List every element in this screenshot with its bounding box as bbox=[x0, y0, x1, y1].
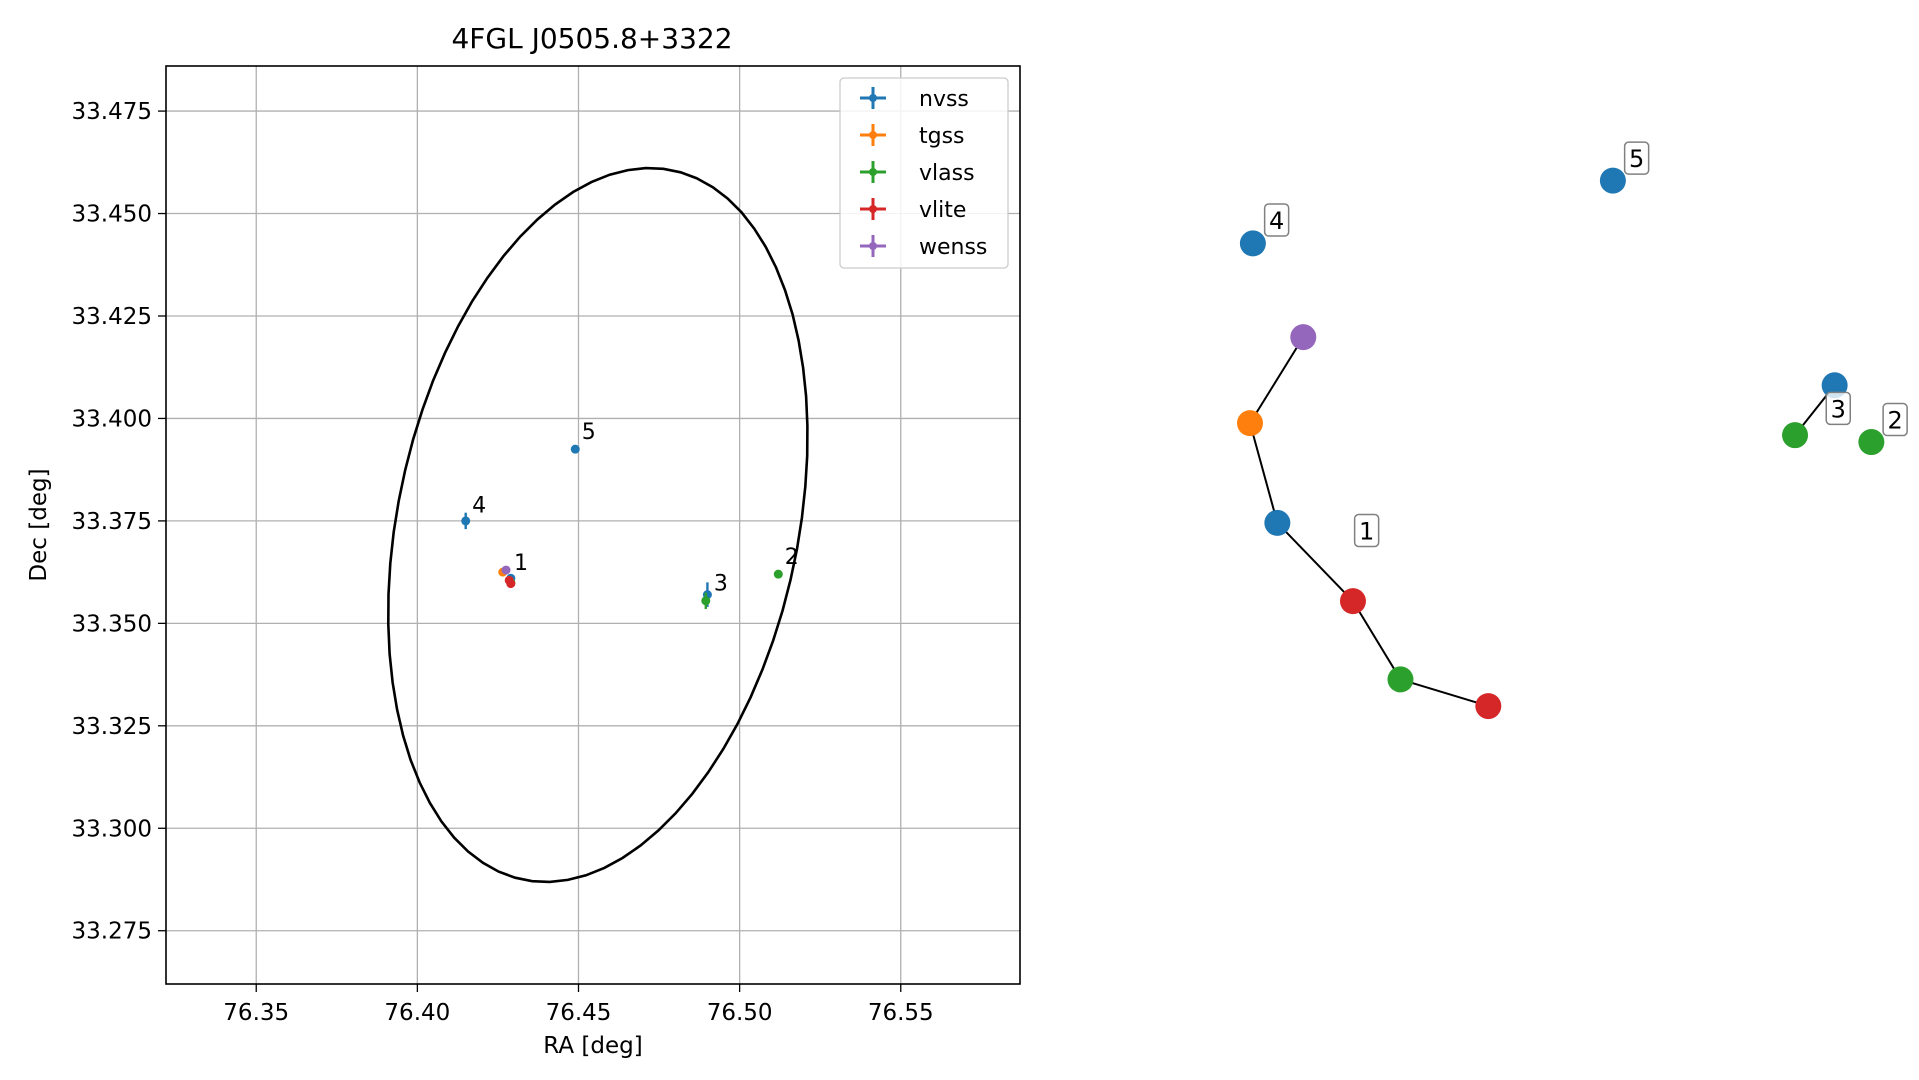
y-tick-label: 33.375 bbox=[72, 509, 152, 535]
point-annotation: 4 bbox=[472, 494, 486, 519]
legend-marker-dot bbox=[869, 205, 877, 213]
graph-edge bbox=[1249, 336, 1305, 424]
graph-labels: 5 4 1 3 2 bbox=[1263, 141, 1908, 548]
data-point-vlass bbox=[701, 592, 711, 610]
point-annotation: 1 bbox=[514, 551, 528, 576]
graph-node bbox=[1858, 429, 1885, 456]
legend-label: vlite bbox=[919, 198, 966, 223]
graph-label-box bbox=[1882, 402, 1908, 437]
graph-label-text: 4 bbox=[1269, 207, 1284, 235]
point-marker bbox=[506, 579, 516, 589]
graph-label-box bbox=[1825, 391, 1851, 426]
y-tick-label: 33.425 bbox=[72, 304, 152, 330]
graph-label: 1 bbox=[1353, 513, 1380, 548]
y-tick-label: 33.300 bbox=[72, 816, 152, 842]
point-marker bbox=[773, 569, 783, 579]
graph-node bbox=[1782, 422, 1809, 449]
y-tick-label: 33.275 bbox=[72, 919, 152, 945]
x-tick-label: 76.35 bbox=[223, 1000, 289, 1026]
point-annotations: 1 2 3 4 5 bbox=[472, 420, 799, 597]
graph-node bbox=[1264, 509, 1291, 536]
y-tick-label: 33.400 bbox=[72, 406, 152, 432]
point-marker bbox=[701, 596, 711, 606]
y-axis-label: Dec [deg] bbox=[26, 468, 52, 581]
legend-entry-wenss: wenss bbox=[860, 235, 987, 260]
graph-label: 4 bbox=[1263, 203, 1290, 237]
point-annotation: 5 bbox=[582, 420, 596, 445]
association-graph: 5 4 1 3 2 bbox=[1237, 141, 1908, 720]
point-annotation: 2 bbox=[785, 545, 799, 570]
legend-entry-vlass: vlass bbox=[860, 161, 975, 186]
point-marker bbox=[501, 565, 511, 575]
graph-node bbox=[1475, 693, 1502, 720]
point-marker bbox=[461, 516, 471, 526]
graph-nodes bbox=[1237, 167, 1885, 720]
graph-label: 3 bbox=[1825, 391, 1851, 426]
legend-label: vlass bbox=[919, 161, 975, 186]
legend-entry-tgss: tgss bbox=[860, 124, 965, 149]
graph-edges bbox=[1249, 336, 1836, 708]
data-point-vlass bbox=[773, 569, 783, 579]
error-ellipse bbox=[386, 166, 809, 884]
data-point-nvss bbox=[461, 512, 471, 530]
graph-node bbox=[1599, 167, 1626, 194]
graph-label: 5 bbox=[1623, 141, 1650, 175]
point-annotation: 3 bbox=[714, 572, 728, 597]
error-ellipse-layer bbox=[386, 166, 809, 884]
x-axis-label: RA [deg] bbox=[543, 1033, 642, 1059]
x-axis-ticks: 76.35 76.40 76.45 76.50 76.55 bbox=[223, 984, 934, 1026]
graph-edge bbox=[1352, 600, 1402, 680]
graph-node bbox=[1339, 588, 1366, 615]
point-marker bbox=[570, 444, 580, 454]
graph-label-box bbox=[1623, 141, 1650, 175]
graph-node bbox=[1290, 324, 1317, 351]
legend-marker-dot bbox=[869, 242, 877, 250]
graph-label-text: 2 bbox=[1887, 407, 1902, 435]
x-tick-label: 76.45 bbox=[546, 1000, 612, 1026]
x-tick-label: 76.50 bbox=[707, 1000, 773, 1026]
graph-label: 2 bbox=[1882, 402, 1908, 437]
graph-edge bbox=[1276, 522, 1354, 602]
graph-label-text: 1 bbox=[1359, 518, 1374, 546]
x-tick-label: 76.40 bbox=[384, 1000, 450, 1026]
legend-label: nvss bbox=[919, 87, 969, 112]
legend-marker-dot bbox=[869, 94, 877, 102]
legend-label: wenss bbox=[919, 235, 987, 260]
data-point-wenss bbox=[501, 565, 511, 575]
graph-edge bbox=[1400, 678, 1489, 708]
data-point-vlite bbox=[506, 579, 516, 589]
graph-node bbox=[1239, 230, 1266, 257]
graph-edge bbox=[1249, 422, 1279, 524]
data-point-nvss bbox=[570, 444, 580, 454]
legend-marker-dot bbox=[869, 131, 877, 139]
x-tick-label: 76.55 bbox=[868, 1000, 934, 1026]
data-points-layer bbox=[461, 444, 783, 610]
legend-entry-nvss: nvss bbox=[860, 87, 969, 112]
graph-label-text: 5 bbox=[1629, 145, 1644, 173]
graph-label-box bbox=[1263, 203, 1290, 237]
legend-label: tgss bbox=[919, 124, 965, 149]
legend-frame bbox=[839, 77, 1009, 269]
graph-label-box bbox=[1353, 513, 1380, 548]
y-tick-label: 33.475 bbox=[72, 99, 152, 125]
legend: nvss tgss vlass vlite wenss bbox=[839, 77, 1009, 269]
y-tick-label: 33.325 bbox=[72, 714, 152, 740]
graph-node bbox=[1237, 410, 1263, 437]
chart-title: 4FGL J0505.8+3322 bbox=[451, 22, 732, 55]
y-axis-ticks: 33.275 33.300 33.325 33.350 33.375 33.400 33.4… bbox=[72, 99, 166, 945]
plot-frame bbox=[165, 65, 1021, 985]
y-tick-label: 33.350 bbox=[72, 611, 152, 637]
legend-entry-vlite: vlite bbox=[860, 198, 966, 223]
graph-label-text: 3 bbox=[1831, 395, 1846, 423]
legend-marker-dot bbox=[869, 168, 877, 176]
y-tick-label: 33.450 bbox=[72, 202, 152, 228]
graph-node bbox=[1387, 666, 1414, 693]
